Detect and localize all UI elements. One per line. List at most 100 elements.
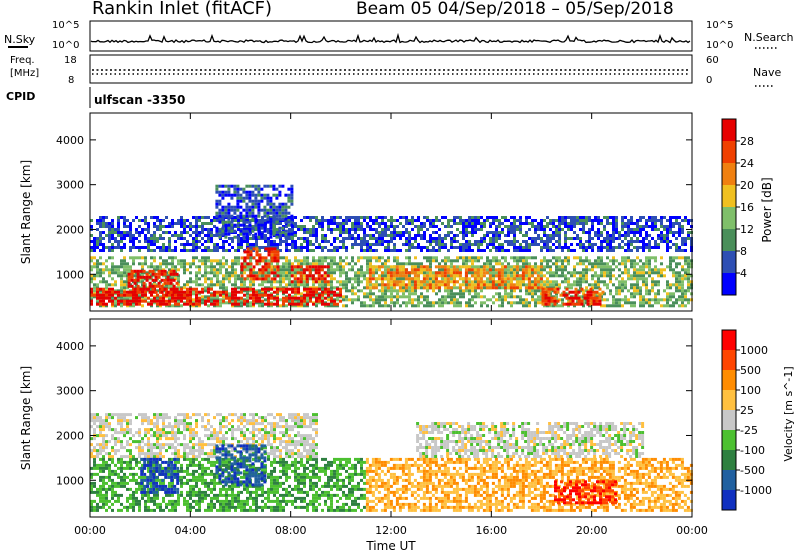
heatmap-cell	[452, 268, 456, 272]
heatmap-cell	[240, 280, 243, 284]
heatmap-cell	[270, 243, 273, 246]
heatmap-cell	[237, 298, 240, 302]
heatmap-cell	[483, 301, 486, 305]
heatmap-cell	[456, 292, 459, 296]
heatmap-cell	[555, 256, 558, 260]
heatmap-cell	[323, 277, 327, 281]
heatmap-cell	[594, 216, 597, 219]
heatmap-cell	[459, 243, 462, 246]
heatmap-cell	[284, 193, 288, 197]
heatmap-cell	[108, 290, 111, 294]
heatmap-cell	[224, 193, 228, 197]
heatmap-cell	[636, 231, 639, 234]
heatmap-cell	[240, 268, 244, 272]
heatmap-cell	[246, 240, 249, 243]
heatmap-cell	[387, 225, 390, 228]
heatmap-cell	[416, 271, 420, 275]
heatmap-cell	[249, 219, 252, 222]
heatmap-cell	[357, 256, 360, 260]
heatmap-cell	[126, 304, 129, 308]
heatmap-cell	[252, 243, 255, 246]
heatmap-cell	[260, 226, 264, 230]
heatmap-cell	[215, 211, 219, 215]
heatmap-cell	[285, 268, 288, 272]
heatmap-cell	[544, 293, 548, 297]
heatmap-cell	[363, 243, 366, 246]
heatmap-cell	[275, 196, 279, 200]
heatmap-cell	[497, 271, 501, 275]
heatmap-cell	[633, 246, 636, 249]
heatmap-cell	[500, 271, 504, 275]
heatmap-cell	[363, 228, 366, 231]
heatmap-cell	[294, 240, 297, 243]
heatmap-cell	[354, 243, 357, 246]
heatmap-cell	[600, 256, 603, 260]
heatmap-cell	[249, 304, 252, 308]
heatmap-cell	[438, 234, 441, 237]
heatmap-cell	[527, 277, 531, 281]
heatmap-cell	[681, 240, 684, 243]
heatmap-cell	[239, 205, 243, 209]
heatmap-cell	[510, 222, 513, 225]
heatmap-cell	[183, 246, 186, 249]
heatmap-cell	[450, 295, 453, 299]
heatmap-cell	[468, 216, 471, 219]
heatmap-cell	[558, 243, 561, 246]
heatmap-cell	[504, 298, 507, 302]
heatmap-cell	[624, 295, 627, 299]
heatmap-cell	[413, 274, 417, 278]
heatmap-cell	[300, 302, 303, 306]
heatmap-cell	[546, 225, 549, 228]
heatmap-cell	[540, 249, 543, 252]
heatmap-cell	[148, 275, 152, 279]
heatmap-cell	[258, 246, 261, 249]
heatmap-cell	[111, 265, 114, 269]
heatmap-cell	[239, 196, 243, 200]
heatmap-cell	[224, 190, 228, 194]
heatmap-cell	[198, 240, 201, 243]
heatmap-cell	[288, 219, 291, 222]
heatmap-cell	[684, 256, 687, 260]
heatmap-cell	[618, 268, 621, 272]
heatmap-cell	[216, 302, 219, 306]
heatmap-cell	[234, 249, 237, 252]
heatmap-cell	[305, 280, 309, 284]
heatmap-cell	[582, 280, 585, 284]
heatmap-cell	[96, 268, 99, 272]
heatmap-cell	[90, 295, 93, 299]
heatmap-cell	[102, 243, 105, 246]
heatmap-cell	[525, 292, 528, 296]
heatmap-cell	[174, 234, 177, 237]
heatmap-cell	[236, 193, 240, 197]
heatmap-cell	[603, 216, 606, 219]
heatmap-cell	[405, 228, 408, 231]
freq-tick-bottom: 8	[68, 75, 74, 86]
heatmap-cell	[132, 296, 135, 300]
heatmap-cell	[224, 211, 228, 215]
heatmap-cell	[684, 292, 687, 296]
heatmap-cell	[537, 289, 540, 293]
heatmap-cell	[195, 243, 198, 246]
heatmap-cell	[264, 280, 267, 284]
heatmap-cell	[305, 277, 309, 281]
heatmap-cell	[228, 301, 231, 305]
heatmap-cell	[477, 216, 480, 219]
heatmap-cell	[498, 295, 501, 299]
heatmap-cell	[558, 274, 561, 278]
heatmap-cell	[201, 231, 204, 234]
heatmap-cell	[512, 265, 516, 269]
heatmap-cell	[559, 293, 563, 297]
heatmap-cell	[681, 274, 684, 278]
heatmap-cell	[192, 243, 195, 246]
heatmap-cell	[558, 240, 561, 243]
heatmap-cell	[429, 301, 432, 305]
heatmap-cell	[513, 295, 516, 299]
heatmap-cell	[615, 216, 618, 219]
heatmap-cell	[231, 298, 234, 302]
heatmap-cell	[221, 205, 225, 209]
heatmap-cell	[234, 296, 237, 300]
heatmap-cell	[471, 228, 474, 231]
heatmap-cell	[369, 243, 372, 246]
heatmap-cell	[165, 216, 168, 219]
heatmap-cell	[258, 299, 261, 303]
